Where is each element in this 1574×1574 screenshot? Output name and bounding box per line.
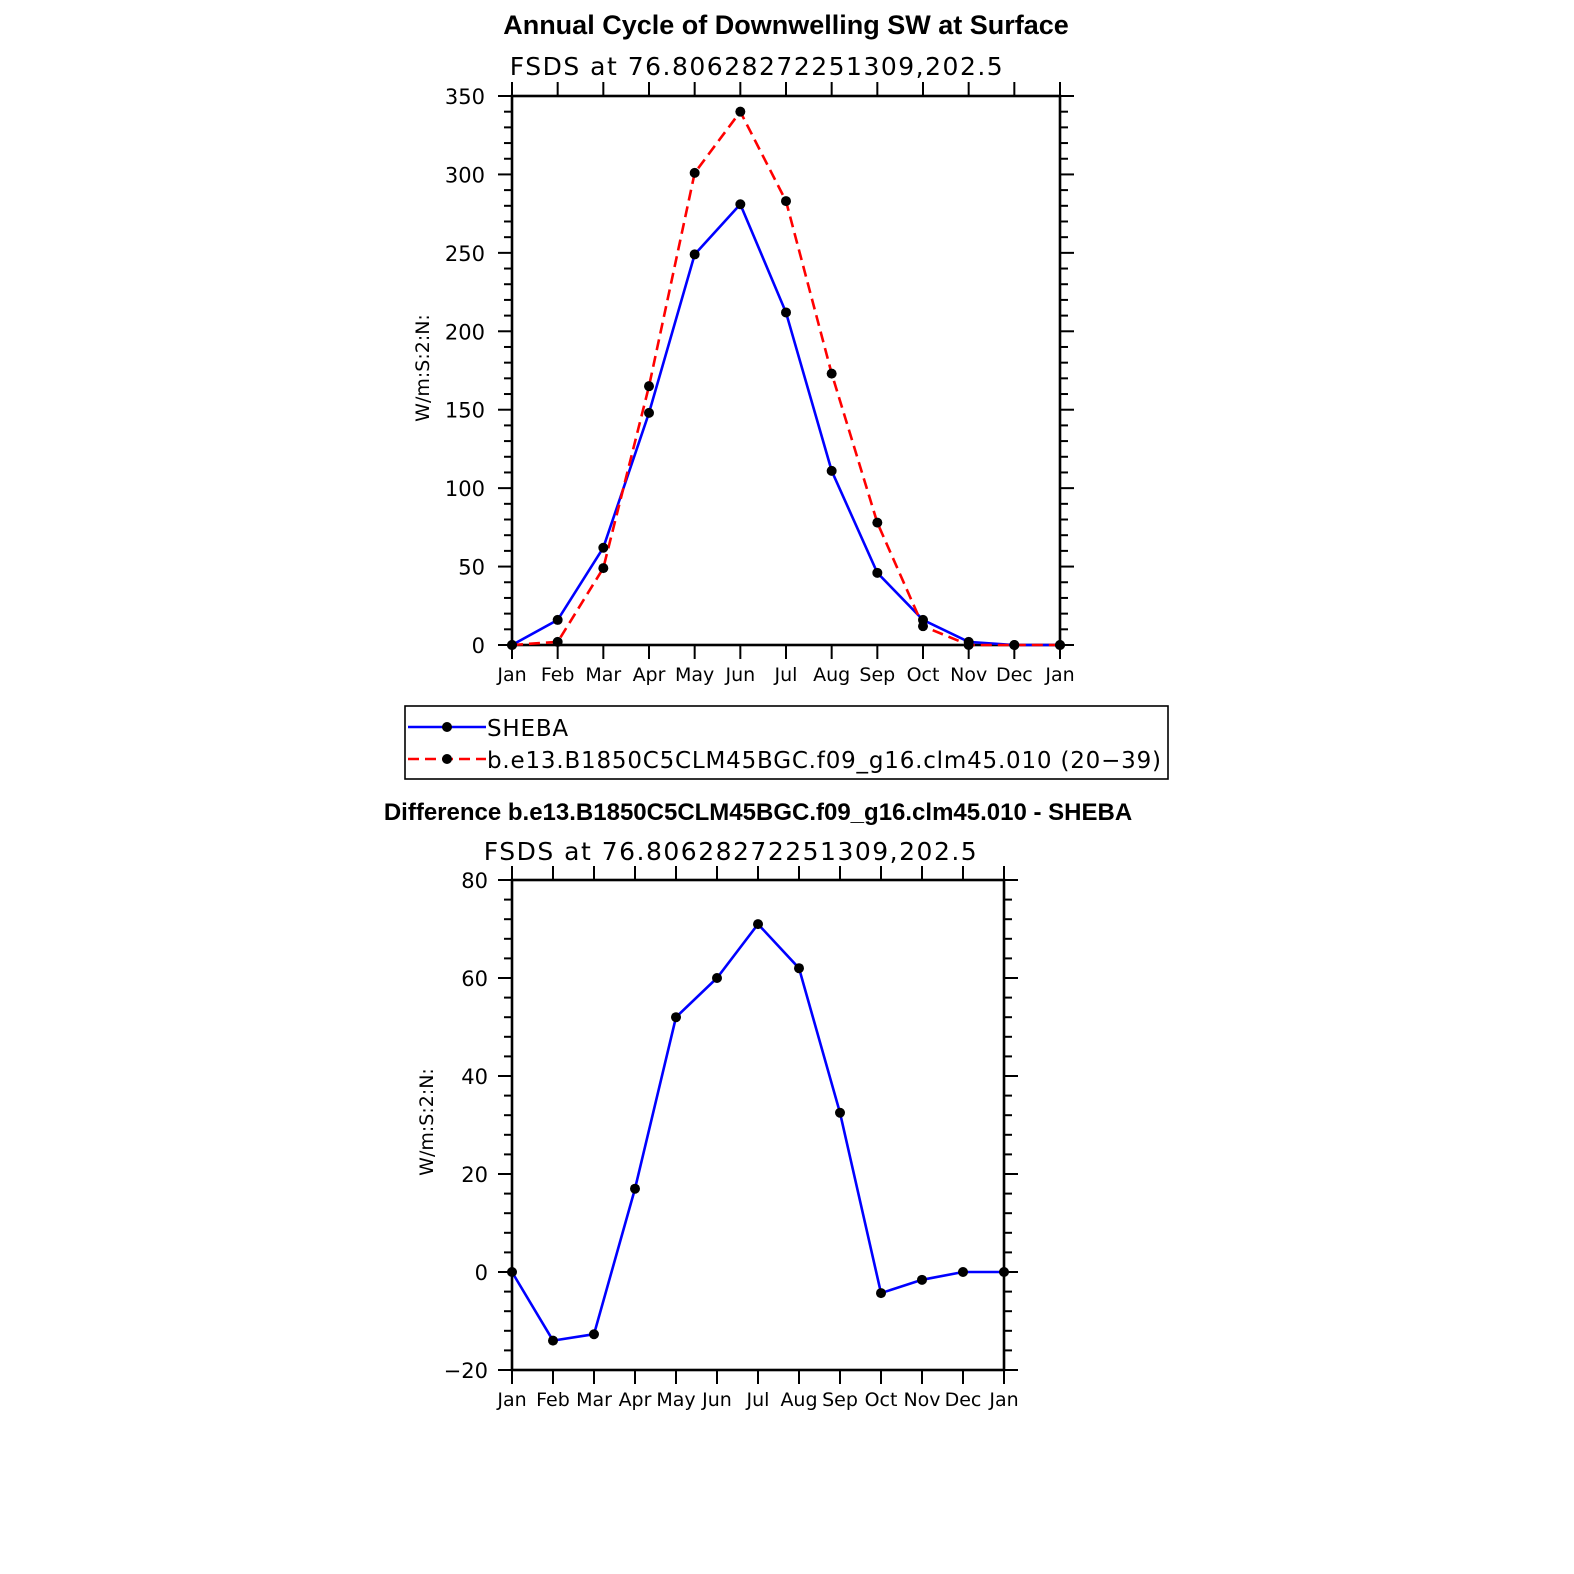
- series-0-point: [835, 1107, 845, 1118]
- series-0-point: [548, 1335, 558, 1346]
- y-axis-label: W/m:S:2:N:: [416, 1068, 438, 1176]
- series-0-point: [781, 307, 791, 318]
- y-tick-label: −20: [444, 1359, 488, 1383]
- x-tick-label: Oct: [865, 1389, 898, 1411]
- x-tick-label: Jun: [701, 1389, 732, 1411]
- series-0-point: [753, 919, 763, 930]
- chart-title: Annual Cycle of Downwelling SW at Surfac…: [503, 10, 1069, 40]
- annual-cycle-chart: Annual Cycle of Downwelling SW at Surfac…: [404, 10, 1169, 780]
- y-tick-label: 80: [461, 869, 488, 893]
- series-1-point: [689, 167, 700, 178]
- series-0-point: [589, 1329, 599, 1340]
- series-1-point: [1009, 640, 1020, 650]
- x-tick-label: Sep: [859, 664, 895, 686]
- series-0-point: [917, 1274, 927, 1285]
- x-tick-label: Nov: [950, 664, 987, 686]
- plot-area: 0 50 100 150 200 250 300 350 Jan Feb Mar Apr May Jun J…: [445, 82, 1075, 686]
- x-tick-label: Jul: [746, 1389, 770, 1411]
- series-0-point: [794, 963, 804, 974]
- series-1-point: [507, 640, 517, 650]
- legend-marker-sheba: [442, 722, 452, 732]
- x-tick-label: Jan: [496, 1389, 526, 1411]
- x-tick-label: Jun: [724, 664, 755, 686]
- x-tick-label: Jan: [496, 664, 526, 686]
- y-tick-label: 50: [458, 556, 485, 580]
- chart-title: Difference b.e13.B1850C5CLM45BGC.f09_g16…: [384, 799, 1132, 826]
- series-line-1: [511, 109, 1060, 647]
- chart-subtitle: FSDS at 76.80628272251309,202.5: [484, 837, 978, 866]
- x-tick-label: Aug: [780, 1389, 817, 1411]
- series-1-point: [872, 517, 883, 528]
- series-1-point: [963, 640, 974, 650]
- series-0-point: [999, 1267, 1009, 1277]
- series-1-point: [781, 196, 791, 207]
- x-tick-label: Dec: [945, 1389, 982, 1411]
- x-tick-label: Feb: [536, 1389, 570, 1411]
- series-0-point: [644, 407, 654, 418]
- series-1-point: [552, 636, 563, 647]
- series-0-point: [507, 1267, 517, 1277]
- x-tick-label: Apr: [633, 664, 666, 686]
- series-0-point: [735, 199, 746, 210]
- series-0-point: [671, 1012, 681, 1023]
- x-tick-label: May: [675, 664, 714, 686]
- x-tick-label: Jan: [1044, 664, 1074, 686]
- legend-box: [404, 705, 1169, 780]
- legend: SHEBA b.e13.B1850C5CLM45BGC.f09_g16.clm4…: [404, 705, 1169, 780]
- legend-label-sheba: SHEBA: [487, 716, 569, 742]
- x-tick-label: Jan: [988, 1389, 1018, 1411]
- series-0-point: [712, 973, 722, 983]
- y-tick-label: 150: [445, 399, 485, 423]
- y-tick-label: 200: [445, 320, 485, 344]
- series-0-point: [826, 465, 837, 476]
- legend-item-sheba: SHEBA: [408, 716, 569, 742]
- series-1-point: [826, 368, 837, 379]
- series-0-point: [630, 1183, 640, 1194]
- series-0-point: [876, 1288, 886, 1299]
- series-0-point: [689, 249, 700, 260]
- x-tick-label: Sep: [822, 1389, 858, 1411]
- plot-frame: [510, 878, 1006, 1372]
- y-tick-label: 0: [475, 1261, 488, 1285]
- x-tick-label: Mar: [576, 1389, 612, 1411]
- x-tick-label: Nov: [903, 1389, 940, 1411]
- series-line-0: [511, 201, 1060, 647]
- series-1-point: [735, 106, 746, 117]
- legend-item-model: b.e13.B1850C5CLM45BGC.f09_g16.clm45.010 …: [408, 748, 1162, 774]
- series-1-point: [644, 381, 654, 392]
- legend-label-model: b.e13.B1850C5CLM45BGC.f09_g16.clm45.010 …: [487, 748, 1162, 774]
- y-tick-label: 0: [472, 634, 485, 658]
- y-tick-label: 300: [445, 163, 485, 187]
- y-tick-label: 100: [445, 477, 485, 501]
- series-0-point: [598, 542, 609, 553]
- x-tick-label: Feb: [541, 664, 575, 686]
- y-tick-label: 20: [461, 1163, 488, 1187]
- series-1-point: [1055, 640, 1065, 650]
- x-tick-label: Dec: [996, 664, 1033, 686]
- difference-chart: Difference b.e13.B1850C5CLM45BGC.f09_g16…: [384, 799, 1132, 1411]
- series-1-point: [918, 621, 928, 632]
- series-0-point: [872, 567, 883, 578]
- chart-subtitle: FSDS at 76.80628272251309,202.5: [510, 52, 1004, 81]
- x-tick-label: May: [656, 1389, 695, 1411]
- series-0-point: [958, 1267, 968, 1277]
- x-tick-label: Apr: [619, 1389, 652, 1411]
- x-tick-label: Oct: [907, 664, 940, 686]
- y-tick-label: 60: [461, 967, 488, 991]
- x-tick-label: Aug: [813, 664, 850, 686]
- series-line-0: [510, 922, 1004, 1343]
- legend-marker-model: [442, 754, 452, 764]
- y-tick-label: 350: [445, 85, 485, 109]
- x-tick-label: Jul: [774, 664, 798, 686]
- series-1-point: [598, 563, 609, 574]
- series-0-point: [552, 614, 563, 625]
- y-tick-label: 40: [461, 1065, 488, 1089]
- x-tick-label: Mar: [585, 664, 621, 686]
- plot-area: −20 0 20 40 60 80 Jan Feb Mar Apr May Jun Jul Aug Sep O…: [444, 866, 1019, 1411]
- y-tick-label: 250: [445, 242, 485, 266]
- y-axis-label: W/m:S:2:N:: [412, 314, 434, 422]
